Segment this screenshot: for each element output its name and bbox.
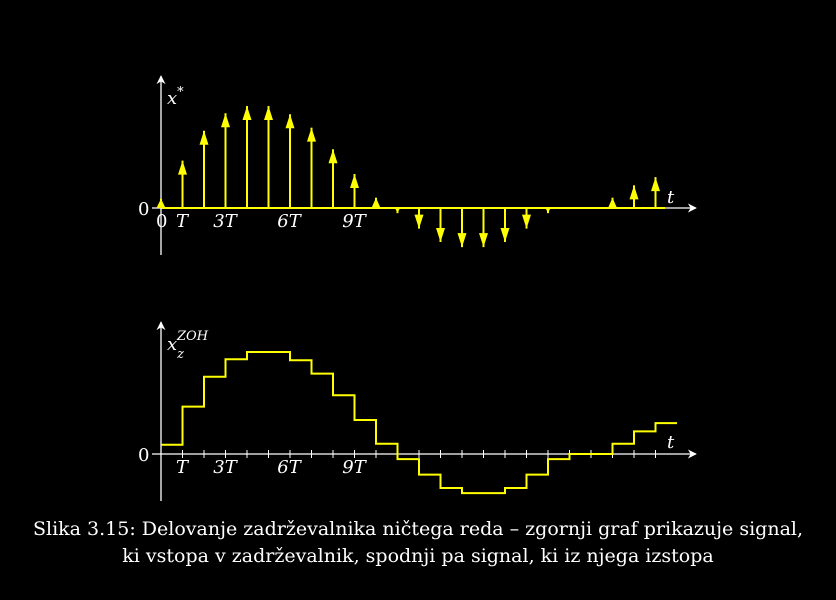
top-origin-tick-label: 0 bbox=[156, 211, 167, 232]
stem-17 bbox=[522, 208, 531, 229]
stem-14 bbox=[457, 208, 467, 248]
top-tick-label-3T: 3T bbox=[213, 211, 238, 232]
caption-line-2: ki vstopa v zadrževalnik, spodnji pa sig… bbox=[122, 545, 714, 567]
stem-13 bbox=[436, 208, 445, 242]
stem-23 bbox=[651, 177, 660, 208]
bottom-y-label: xzZOH bbox=[167, 329, 209, 362]
top-x-label: t bbox=[667, 187, 675, 208]
stem-1 bbox=[178, 160, 187, 208]
bottom-zero-label: 0 bbox=[138, 445, 149, 466]
stem-12 bbox=[414, 208, 424, 229]
bottom-ticks bbox=[182, 450, 656, 458]
bottom-tick-label-9T: 9T bbox=[342, 457, 367, 478]
stem-0 bbox=[156, 198, 166, 208]
stem-21 bbox=[608, 197, 617, 208]
stem-5 bbox=[264, 106, 273, 208]
caption-line-1: Slika 3.15: Delovanje zadrževalnika ničt… bbox=[32, 518, 804, 540]
stem-4 bbox=[242, 106, 252, 208]
stem-6 bbox=[285, 114, 295, 208]
top-stems bbox=[156, 106, 660, 248]
bottom-x-label: t bbox=[667, 432, 675, 453]
top-zero-label: 0 bbox=[138, 199, 149, 220]
stem-10 bbox=[371, 197, 381, 208]
stem-22 bbox=[629, 185, 639, 208]
bottom-tick-label-6T: 6T bbox=[277, 457, 302, 478]
zoh-staircase bbox=[161, 351, 677, 495]
bottom-tick-label-3T: 3T bbox=[213, 457, 238, 478]
bottom-graph: xzZOH t 0 T 3T 6T 9T bbox=[138, 321, 697, 501]
stem-3 bbox=[221, 113, 230, 208]
top-tick-label-T: T bbox=[176, 211, 190, 232]
stem-16 bbox=[500, 208, 510, 242]
stem-15 bbox=[479, 208, 488, 248]
stem-8 bbox=[328, 149, 338, 208]
top-tick-label-9T: 9T bbox=[342, 211, 367, 232]
stem-2 bbox=[199, 130, 209, 208]
stem-9 bbox=[350, 174, 359, 208]
top-graph: x* t 0 0 T 3T 6T 9T bbox=[138, 75, 697, 255]
stem-7 bbox=[307, 127, 316, 208]
bottom-tick-label-T: T bbox=[176, 457, 190, 478]
figure-caption: Slika 3.15: Delovanje zadrževalnika ničt… bbox=[0, 516, 836, 570]
top-tick-label-6T: 6T bbox=[277, 211, 302, 232]
top-y-label: x* bbox=[167, 85, 184, 109]
